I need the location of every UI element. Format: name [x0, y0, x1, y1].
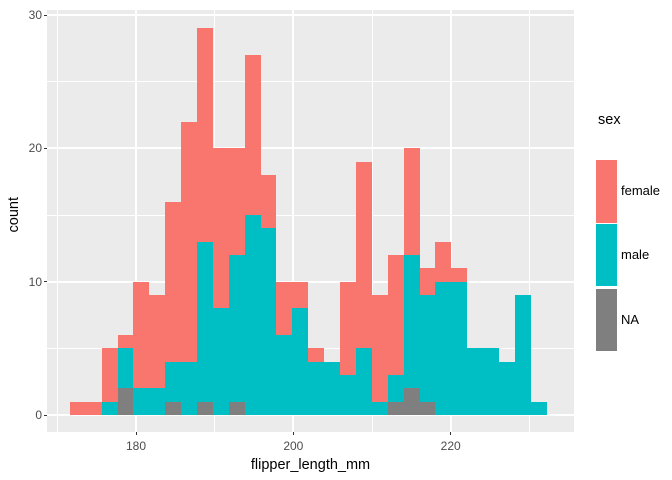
gridline-horizontal [47, 414, 574, 416]
legend-title: sex [598, 112, 621, 128]
gridline-vertical [135, 9, 137, 432]
bar-segment-na [117, 388, 134, 415]
y-tick-label: 10 [28, 274, 42, 289]
y-tick-mark [43, 414, 47, 416]
gridline-vertical [528, 9, 530, 432]
bar-segment-male [435, 281, 452, 415]
legend: sex female male NA [596, 112, 672, 352]
bar-segment-na [165, 401, 182, 415]
gridline-vertical [56, 9, 58, 432]
bar-segment-female [197, 28, 213, 242]
bar-segment-female [181, 121, 198, 362]
gridline-vertical [371, 9, 373, 432]
bar-segment-female [117, 335, 134, 349]
bar-segment-male [244, 215, 261, 415]
gridline-horizontal [47, 280, 574, 283]
legend-key-male [596, 223, 618, 287]
bar-segment-female [133, 281, 150, 389]
bar-segment-female [308, 348, 325, 362]
legend-key-female [596, 160, 618, 223]
bar-segment-female [69, 401, 86, 415]
bar-segment-female [244, 55, 261, 215]
legend-label-female: female [621, 183, 661, 199]
bar-segment-male [498, 361, 515, 415]
bar-segment-male [483, 348, 499, 415]
bar-segment-male [292, 308, 309, 415]
x-axis-title: flipper_length_mm [250, 457, 371, 473]
x-tick-mark [450, 431, 452, 436]
bar-segment-male [514, 295, 531, 415]
bar-segment-male [133, 388, 150, 415]
bar-segment-male [181, 361, 198, 415]
bar-segment-female [260, 175, 277, 229]
gridline-horizontal [47, 147, 574, 150]
bar-segment-female [355, 161, 372, 349]
bar-segment-female [228, 148, 245, 255]
bar-segment-female [419, 268, 436, 295]
y-tick-label: 30 [28, 8, 42, 22]
bar-segment-male [260, 228, 277, 415]
bar-segment-male [340, 375, 356, 415]
bar-segment-na [419, 401, 436, 415]
legend-label-male: male [621, 246, 650, 262]
y-tick-mark [43, 281, 47, 283]
gridline-horizontal [47, 214, 574, 216]
bar-segment-female [165, 201, 182, 362]
bar-segment-male [117, 348, 134, 389]
bar-segment-male [197, 241, 213, 402]
legend-key-na [596, 288, 618, 352]
bar-segment-male [419, 295, 436, 402]
bar-segment-female [340, 281, 356, 375]
bar-segment-female [85, 401, 102, 415]
bar-segment-male [403, 255, 420, 389]
bar-segment-male [467, 348, 484, 415]
bar-segment-male [212, 308, 229, 415]
bar-segment-male [276, 335, 293, 415]
y-tick-label: 0 [35, 408, 42, 422]
bar-segment-na [197, 401, 213, 415]
bar-segment-female [403, 148, 420, 255]
bar-segment-male [149, 388, 166, 415]
y-axis-title: count [6, 197, 22, 233]
legend-label-na: NA [621, 312, 640, 328]
x-tick-label: 200 [283, 438, 304, 453]
bar-segment-male [228, 255, 245, 402]
bar-segment-male [101, 401, 118, 415]
bar-segment-male [308, 361, 325, 415]
bar-segment-female [435, 241, 452, 282]
bar-segment-na [228, 401, 245, 415]
bar-segment-female [149, 295, 166, 389]
gridline-vertical [449, 9, 452, 432]
gridline-vertical [292, 9, 295, 432]
x-tick-label: 220 [440, 438, 461, 453]
bar-segment-female [276, 281, 293, 335]
bar-segment-na [403, 388, 420, 415]
y-tick-mark [43, 14, 47, 16]
bar-segment-female [387, 255, 404, 375]
bar-segment-male [371, 401, 388, 415]
y-tick-mark [43, 147, 47, 149]
bar-segment-male [387, 375, 404, 402]
x-tick-mark [135, 431, 137, 436]
x-tick-label: 180 [125, 438, 147, 453]
bar-segment-male [451, 281, 468, 415]
bar-segment-male [355, 348, 372, 415]
x-tick-mark [292, 431, 294, 436]
bar-segment-female [451, 268, 468, 282]
bar-segment-male [530, 401, 547, 415]
gridline-horizontal [47, 14, 574, 16]
bar-segment-female [292, 281, 309, 309]
plot-panel [47, 9, 574, 432]
bar-segment-na [387, 401, 404, 415]
bar-segment-male [165, 361, 182, 402]
bar-segment-female [212, 148, 229, 309]
bar-segment-female [101, 348, 118, 402]
bar-segment-female [371, 295, 388, 402]
gridline-horizontal [47, 81, 574, 83]
y-tick-label: 20 [28, 141, 42, 156]
bar-segment-male [324, 361, 341, 415]
